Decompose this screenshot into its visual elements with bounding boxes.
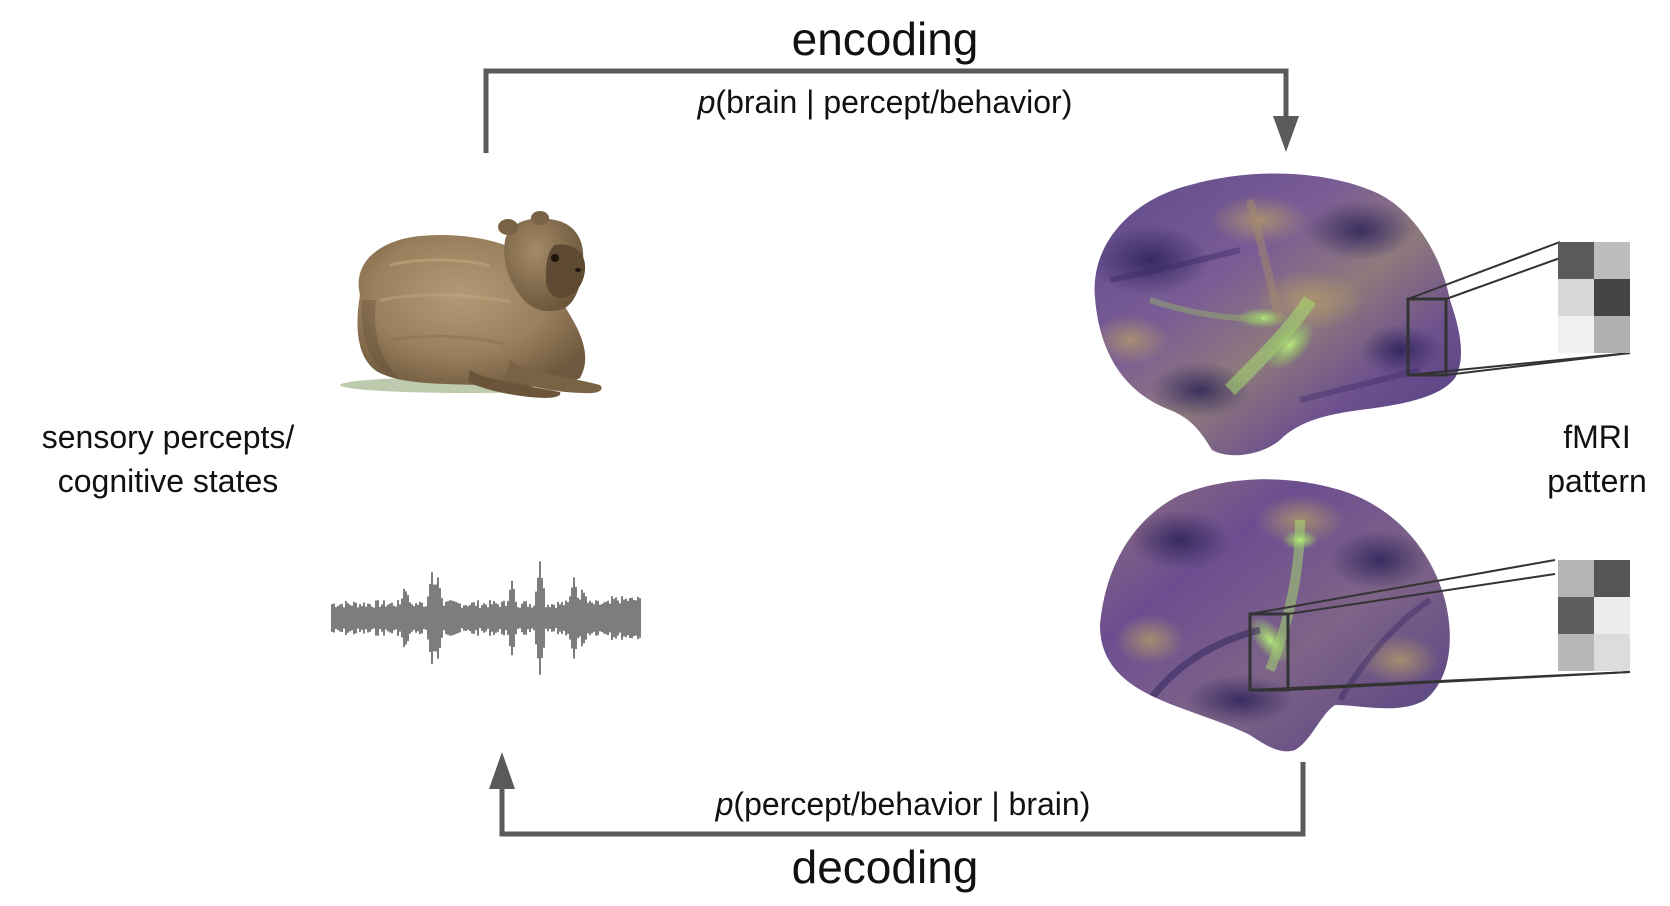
capybara-image bbox=[340, 211, 602, 398]
encoding-title: encoding bbox=[792, 13, 979, 65]
fmri-bottom-cell-1-1 bbox=[1594, 597, 1630, 634]
fmri-top-cell-2-0 bbox=[1558, 316, 1594, 353]
waveform-core bbox=[332, 610, 640, 626]
encoding-formula: p(brain | percept/behavior) bbox=[697, 84, 1073, 120]
fmri-top-cell-0-0 bbox=[1558, 242, 1594, 279]
fmri-pattern-bottom bbox=[1558, 560, 1630, 671]
right-label-line1: fMRI bbox=[1563, 419, 1631, 455]
fmri-pattern-top bbox=[1558, 242, 1630, 353]
encoding-arrow bbox=[483, 68, 1299, 153]
fmri-bottom-cell-2-1 bbox=[1594, 634, 1630, 671]
left-label-line2: cognitive states bbox=[58, 463, 279, 499]
decoding-title: decoding bbox=[792, 841, 979, 893]
fmri-top-cell-2-1 bbox=[1594, 316, 1630, 353]
fmri-bottom-cell-2-0 bbox=[1558, 634, 1594, 671]
fmri-bottom-cell-0-1 bbox=[1594, 560, 1630, 597]
decoding-formula: p(percept/behavior | brain) bbox=[715, 786, 1091, 822]
fmri-bottom-cell-0-0 bbox=[1558, 560, 1594, 597]
decoding-formula-rest: (percept/behavior | brain) bbox=[733, 786, 1090, 822]
brain-top bbox=[1094, 173, 1462, 456]
decoding-formula-p: p bbox=[715, 786, 734, 822]
decoding-arrow bbox=[489, 752, 1306, 837]
right-label-line2: pattern bbox=[1547, 463, 1647, 499]
sound-waveform bbox=[331, 561, 641, 675]
fmri-bottom-cell-1-0 bbox=[1558, 597, 1594, 634]
fmri-top-cell-0-1 bbox=[1594, 242, 1630, 279]
roi-bottom bbox=[1248, 559, 1631, 692]
roi-top bbox=[1406, 241, 1631, 377]
fmri-top-cell-1-1 bbox=[1594, 279, 1630, 316]
left-label-line1: sensory percepts/ bbox=[42, 419, 295, 455]
fmri-top-cell-1-0 bbox=[1558, 279, 1594, 316]
encoding-formula-p: p bbox=[697, 84, 716, 120]
encoding-formula-rest: (brain | percept/behavior) bbox=[715, 84, 1072, 120]
